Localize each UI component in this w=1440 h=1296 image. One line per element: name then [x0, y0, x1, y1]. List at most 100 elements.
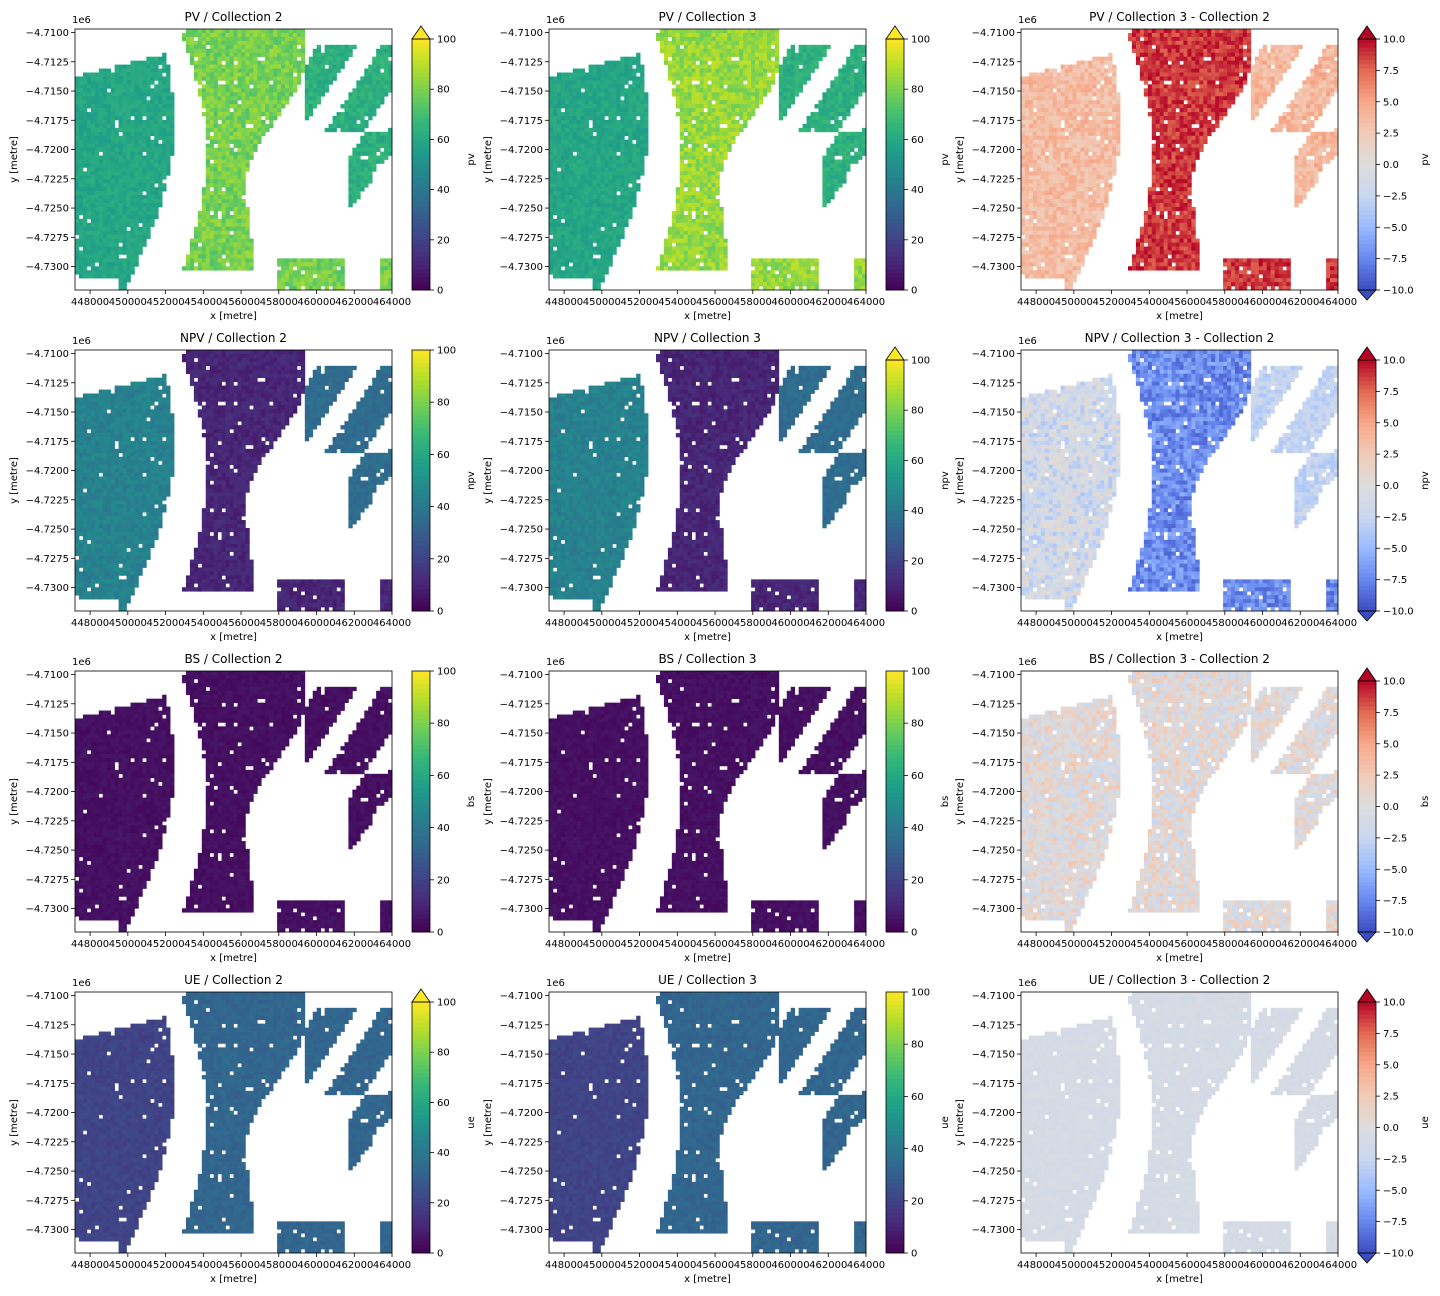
heatmap-cell [87, 100, 91, 104]
heatmap-cell [202, 45, 206, 49]
heatmap-cell [166, 140, 170, 144]
heatmap-cell [743, 84, 747, 88]
heatmap-cell [696, 136, 700, 140]
heatmap-cell [589, 92, 593, 96]
heatmap-cell [305, 270, 309, 274]
heatmap-cell [723, 140, 727, 144]
heatmap-cell [119, 195, 123, 199]
heatmap-cell [138, 239, 142, 243]
heatmap-cell [340, 266, 344, 270]
heatmap-cell [293, 41, 297, 45]
heatmap-cell [557, 96, 561, 100]
heatmap-cell [325, 76, 329, 80]
heatmap-cell [376, 88, 380, 92]
heatmap-cell [771, 53, 775, 57]
heatmap-cell [317, 100, 321, 104]
heatmap-cell [589, 140, 593, 144]
heatmap-cell [154, 116, 158, 120]
heatmap-cell [249, 144, 253, 148]
heatmap-cell [237, 254, 241, 258]
heatmap-cell [87, 191, 91, 195]
heatmap-cell [747, 41, 751, 45]
heatmap-cell [158, 104, 162, 108]
heatmap-cell [700, 45, 704, 49]
heatmap-cell [91, 187, 95, 191]
heatmap-cell [727, 37, 731, 41]
heatmap-cell [87, 160, 91, 164]
heatmap-cell [309, 282, 313, 286]
heatmap-cell [814, 120, 818, 124]
heatmap-cell [107, 274, 111, 278]
heatmap-cell [842, 104, 846, 108]
heatmap-cell [688, 53, 692, 57]
heatmap-cell [281, 96, 285, 100]
heatmap-cell [237, 61, 241, 65]
heatmap-cell [111, 175, 115, 179]
heatmap-cell [565, 104, 569, 108]
heatmap-cell [95, 163, 99, 167]
heatmap-cell [230, 227, 234, 231]
heatmap-cell [206, 243, 210, 247]
heatmap-cell [842, 76, 846, 80]
heatmap-cell [75, 152, 79, 156]
heatmap-cell [589, 73, 593, 77]
heatmap-cell [743, 88, 747, 92]
heatmap-cell [202, 203, 206, 207]
heatmap-cell [380, 80, 384, 84]
heatmap-cell [850, 80, 854, 84]
heatmap-cell [119, 84, 123, 88]
heatmap-cell [253, 80, 257, 84]
heatmap-cell [230, 235, 234, 239]
heatmap-cell [340, 258, 344, 262]
heatmap-cell [565, 148, 569, 152]
heatmap-cell [111, 203, 115, 207]
colorbar-tick-label: 20 [437, 235, 450, 246]
heatmap-cell [676, 112, 680, 116]
heatmap-cell [834, 116, 838, 120]
colorbar-segment [412, 173, 430, 178]
heatmap-cell [214, 179, 218, 183]
heatmap-cell [380, 45, 384, 49]
heatmap-cell [715, 136, 719, 140]
heatmap-cell [115, 183, 119, 187]
heatmap-cell [79, 112, 83, 116]
heatmap-cell [360, 120, 364, 124]
heatmap-cell [739, 76, 743, 80]
heatmap-cell [127, 92, 131, 96]
heatmap-cell [154, 136, 158, 140]
heatmap-cell [75, 112, 79, 116]
heatmap-cell [230, 171, 234, 175]
heatmap-cell [134, 140, 138, 144]
heatmap-cell [636, 100, 640, 104]
heatmap-cell [842, 132, 846, 136]
heatmap-cell [597, 132, 601, 136]
heatmap-cell [301, 33, 305, 37]
heatmap-cell [569, 148, 573, 152]
heatmap-cell [142, 199, 146, 203]
heatmap-cell [799, 61, 803, 65]
heatmap-cell [684, 76, 688, 80]
heatmap-cell [154, 100, 158, 104]
heatmap-cell [573, 100, 577, 104]
heatmap-cell [146, 215, 150, 219]
heatmap-cell [123, 160, 127, 164]
heatmap-cell [154, 120, 158, 124]
heatmap-cell [830, 108, 834, 112]
heatmap-cell [257, 140, 261, 144]
heatmap-cell [210, 223, 214, 227]
heatmap-cell [333, 278, 337, 282]
heatmap-cell [222, 33, 226, 37]
heatmap-cell [226, 92, 230, 96]
heatmap-cell [142, 73, 146, 77]
heatmap-cell [553, 124, 557, 128]
heatmap-cell [146, 57, 150, 61]
heatmap-cell [107, 148, 111, 152]
heatmap-cell [134, 112, 138, 116]
heatmap-cell [230, 258, 234, 262]
heatmap-cell [119, 235, 123, 239]
heatmap-cell [585, 73, 589, 77]
heatmap-cell [628, 132, 632, 136]
heatmap-cell [119, 100, 123, 104]
colorbar-label: pv [466, 153, 477, 165]
heatmap-cell [830, 116, 834, 120]
